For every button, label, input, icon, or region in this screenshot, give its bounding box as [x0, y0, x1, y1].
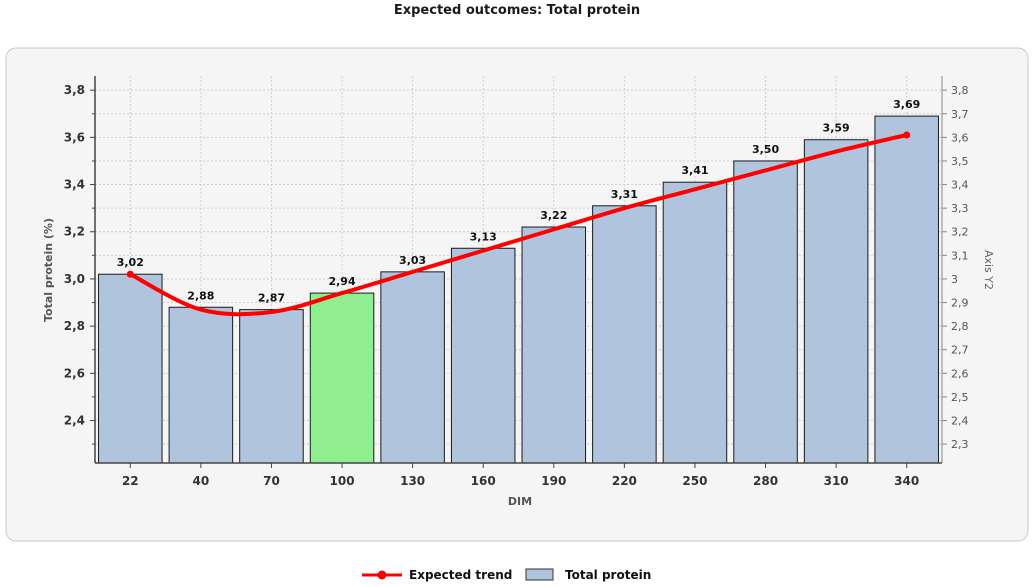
- y-tick-label: 2,6: [64, 366, 85, 380]
- bar-value-label: 3,03: [399, 254, 426, 267]
- y2-tick-label: 2,8: [951, 320, 969, 333]
- legend-bar-label: Total protein: [565, 568, 651, 582]
- bar-value-label: 3,69: [893, 98, 920, 111]
- y2-tick-label: 3,2: [951, 226, 969, 239]
- y2-tick-label: 3,6: [951, 131, 969, 144]
- x-tick-label: 70: [263, 474, 280, 488]
- y2-tick-label: 2,4: [951, 415, 969, 428]
- y2-tick-label: 2,9: [951, 297, 969, 310]
- y2-tick-label: 2,6: [951, 367, 969, 380]
- y2-tick-label: 3,1: [951, 249, 969, 262]
- bar: [592, 205, 657, 464]
- bar-value-label: 3,02: [117, 256, 144, 269]
- x-tick-label: 310: [824, 474, 849, 488]
- bar: [521, 226, 587, 464]
- y-tick-label: 3,2: [64, 225, 85, 239]
- bar-value-label: 2,87: [258, 292, 285, 305]
- x-tick-label: 250: [682, 474, 707, 488]
- plot-area: [95, 76, 942, 463]
- bar: [309, 292, 375, 464]
- data-labels-group: 3,02 2,88 2,87 2,94 3,03 3,13 3,22 3,31 3,41 3,50…: [117, 98, 921, 305]
- x-tick-label: 22: [122, 474, 139, 488]
- bar-value-label: 3,22: [540, 209, 567, 222]
- bar: [662, 181, 728, 464]
- trend-marker: [126, 270, 134, 278]
- bar: [380, 271, 445, 464]
- trend-line-group: [126, 131, 911, 317]
- bars-group: [98, 115, 939, 464]
- legend: Expected trend Total protein: [362, 568, 651, 582]
- grid-lines: [95, 76, 942, 463]
- y2-tick-label: 3: [951, 273, 958, 286]
- y2-tick-label: 2,5: [951, 391, 969, 404]
- trend-marker: [903, 131, 911, 139]
- y2-tick-label: 3,7: [951, 108, 969, 121]
- legend-trend-label: Expected trend: [409, 568, 512, 582]
- x-tick-label: 340: [894, 474, 919, 488]
- x-tick-label: 280: [753, 474, 778, 488]
- bar: [733, 160, 798, 464]
- y2-tick-label: 2,3: [951, 438, 969, 451]
- trend-line: [128, 132, 909, 317]
- y2-tick-label: 3,5: [951, 155, 969, 168]
- bar-value-label: 2,88: [187, 289, 214, 302]
- y-tick-label: 3,6: [64, 130, 85, 144]
- y-tick-label: 3,4: [64, 178, 85, 192]
- bar-value-label: 3,31: [611, 188, 638, 201]
- y2-tick-label: 3,4: [951, 179, 969, 192]
- bar: [450, 247, 516, 464]
- x-tick-label: 100: [330, 474, 355, 488]
- x-tick-label: 220: [612, 474, 637, 488]
- chart-title: Expected outcomes: Total protein: [394, 3, 640, 18]
- y2-axis-title: Axis Y2: [982, 250, 995, 290]
- y-tick-label: 2,8: [64, 319, 85, 333]
- bar: [98, 273, 163, 464]
- bar-value-label: 3,13: [470, 230, 497, 243]
- bar: [874, 115, 939, 464]
- axes-group: 3,8 3,6 3,4 3,2 3,0 2,8 2,6 2,4 3,8 3,7 3,6 3,5 3,4 3…: [64, 76, 969, 488]
- bar-value-label: 2,94: [328, 275, 355, 288]
- legend-trend-marker: [377, 570, 387, 580]
- bar: [239, 309, 304, 464]
- y-tick-label: 3,8: [64, 83, 85, 97]
- x-tick-label: 40: [193, 474, 210, 488]
- legend-bar-swatch: [525, 568, 554, 581]
- bar-value-label: 3,50: [752, 143, 779, 156]
- y-axis-title: Total protein (%): [42, 218, 55, 322]
- x-tick-label: 160: [471, 474, 496, 488]
- y2-tick-label: 3,3: [951, 202, 969, 215]
- y-tick-label: 3,0: [64, 272, 85, 286]
- x-tick-label: 130: [400, 474, 425, 488]
- x-tick-label: 190: [541, 474, 566, 488]
- y2-tick-label: 2,7: [951, 344, 969, 357]
- y-tick-label: 2,4: [64, 414, 85, 428]
- bar: [168, 306, 234, 464]
- bar: [803, 139, 869, 464]
- bar-value-label: 3,41: [681, 164, 708, 177]
- x-axis-title: DIM: [508, 495, 532, 508]
- bar-value-label: 3,59: [823, 122, 850, 135]
- y2-tick-label: 3,8: [951, 84, 969, 97]
